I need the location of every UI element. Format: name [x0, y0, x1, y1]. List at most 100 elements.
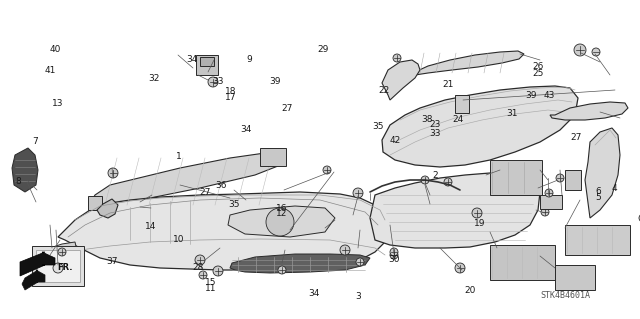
Text: 26: 26	[532, 63, 543, 71]
Circle shape	[541, 208, 549, 216]
Circle shape	[421, 176, 429, 184]
Circle shape	[323, 166, 331, 174]
Bar	[455, 95, 469, 113]
Bar	[88, 196, 102, 210]
Text: 40: 40	[50, 45, 61, 54]
Text: 4: 4	[612, 184, 617, 193]
Text: 16: 16	[276, 204, 287, 213]
Text: 2: 2	[433, 171, 438, 180]
Text: 42: 42	[390, 136, 401, 145]
Text: 11: 11	[205, 284, 217, 293]
Circle shape	[545, 189, 553, 197]
Text: 33: 33	[429, 130, 441, 138]
Text: 27: 27	[281, 104, 292, 113]
Text: 3: 3	[356, 292, 361, 301]
Text: 33: 33	[212, 77, 223, 86]
Circle shape	[444, 178, 452, 186]
Bar	[490, 160, 542, 195]
Text: 1: 1	[177, 152, 182, 161]
Circle shape	[208, 77, 218, 87]
Circle shape	[58, 248, 66, 256]
Text: 10: 10	[173, 235, 185, 244]
Circle shape	[390, 248, 398, 256]
Text: 38: 38	[422, 115, 433, 124]
Polygon shape	[413, 51, 524, 75]
Text: 34: 34	[308, 289, 319, 298]
Text: 20: 20	[465, 286, 476, 295]
Text: 32: 32	[148, 74, 159, 83]
Polygon shape	[47, 242, 78, 265]
Bar	[565, 170, 581, 190]
Text: 29: 29	[317, 45, 329, 54]
Circle shape	[340, 245, 350, 255]
Text: STK4B4601A: STK4B4601A	[540, 291, 590, 300]
Polygon shape	[550, 102, 628, 120]
Polygon shape	[382, 60, 420, 100]
Text: 7: 7	[33, 137, 38, 146]
Text: 14: 14	[145, 222, 156, 231]
Circle shape	[455, 263, 465, 273]
Circle shape	[393, 54, 401, 62]
Circle shape	[213, 266, 223, 276]
Text: 35: 35	[228, 200, 239, 209]
Bar	[490, 245, 555, 280]
Circle shape	[556, 174, 564, 182]
Text: 34: 34	[241, 125, 252, 134]
Circle shape	[353, 188, 363, 198]
Polygon shape	[585, 128, 620, 218]
Text: 41: 41	[44, 66, 56, 75]
Text: 8: 8	[15, 177, 20, 186]
Bar	[555, 265, 595, 290]
Text: 21: 21	[442, 80, 454, 89]
Text: 9: 9	[247, 55, 252, 63]
Polygon shape	[97, 199, 118, 218]
Text: 6: 6	[596, 187, 601, 196]
Circle shape	[574, 44, 586, 56]
Text: 25: 25	[532, 69, 543, 78]
Polygon shape	[228, 206, 335, 237]
Text: 43: 43	[543, 91, 555, 100]
Circle shape	[278, 266, 286, 274]
Polygon shape	[370, 172, 540, 248]
Circle shape	[639, 214, 640, 222]
Text: 27: 27	[570, 133, 582, 142]
Polygon shape	[230, 254, 370, 273]
Text: 39: 39	[525, 91, 537, 100]
Circle shape	[356, 258, 364, 266]
Text: 23: 23	[429, 120, 441, 129]
Text: 39: 39	[269, 77, 281, 86]
Bar	[196, 55, 218, 75]
Text: 31: 31	[506, 109, 518, 118]
Text: 24: 24	[452, 115, 463, 124]
Circle shape	[195, 255, 205, 265]
Bar	[540, 195, 562, 209]
Polygon shape	[382, 86, 578, 167]
Circle shape	[266, 208, 294, 236]
Text: 12: 12	[276, 209, 287, 218]
Bar	[200, 57, 214, 66]
Circle shape	[199, 271, 207, 279]
Circle shape	[472, 208, 482, 218]
Bar	[36, 250, 80, 282]
Text: 13: 13	[52, 99, 63, 108]
Circle shape	[592, 48, 600, 56]
Circle shape	[390, 251, 398, 259]
Text: 35: 35	[372, 122, 383, 130]
Text: 17: 17	[225, 93, 236, 102]
Polygon shape	[20, 252, 55, 276]
Text: 34: 34	[186, 55, 198, 63]
Text: 28: 28	[193, 263, 204, 272]
Polygon shape	[12, 148, 38, 192]
Text: 27: 27	[199, 189, 211, 197]
Text: 19: 19	[474, 219, 486, 228]
Text: FR.: FR.	[57, 263, 72, 272]
Text: 36: 36	[215, 181, 227, 189]
Bar	[565, 225, 630, 255]
Text: 5: 5	[596, 193, 601, 202]
Text: 22: 22	[378, 86, 390, 95]
Text: 30: 30	[388, 256, 399, 264]
Circle shape	[108, 168, 118, 178]
Text: 37: 37	[106, 257, 118, 266]
Polygon shape	[92, 153, 280, 208]
Circle shape	[53, 263, 63, 273]
